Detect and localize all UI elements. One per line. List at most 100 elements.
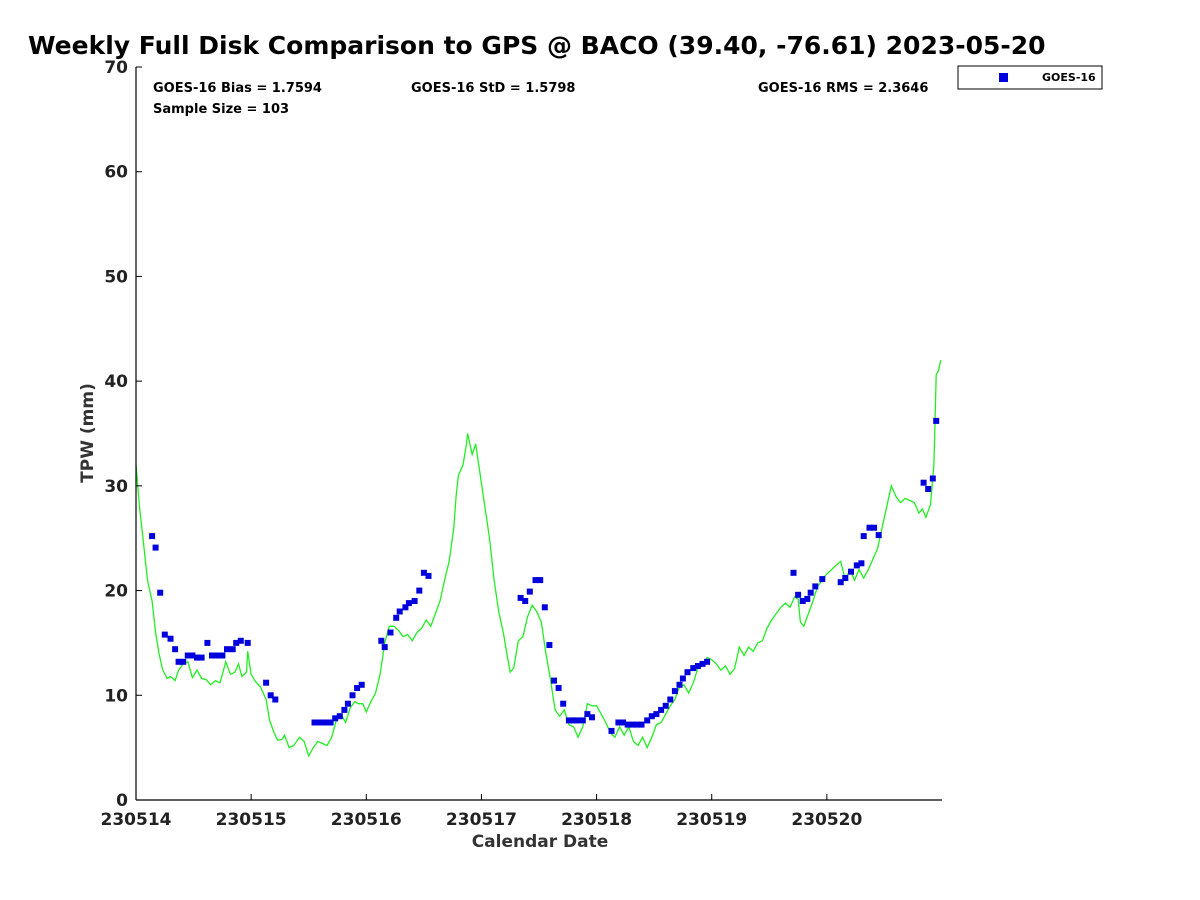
chart-title: Weekly Full Disk Comparison to GPS @ BAC…: [28, 31, 1046, 60]
goes16-data-point: [699, 660, 706, 667]
y-tick-label: 20: [104, 582, 128, 602]
goes16-data-point: [517, 594, 524, 601]
goes16-data-point: [319, 719, 326, 726]
goes16-data-point: [551, 677, 557, 684]
goes16-data-point: [354, 685, 361, 691]
goes16-data-point: [842, 575, 849, 581]
plot-area: 0 10 20 30 40 50 60 70 230514 230515 230516 230517…: [101, 58, 942, 830]
goes16-data-point: [327, 719, 334, 726]
x-tick-label: 230519: [676, 810, 747, 830]
goes16-data-point: [233, 639, 240, 646]
goes16-data-point: [866, 524, 873, 531]
y-axis-ticks: 0 10 20 30 40 50 60 70: [104, 58, 142, 811]
goes16-data-point: [653, 711, 660, 718]
goes16-data-point: [925, 486, 932, 492]
goes16-data-point: [323, 719, 329, 726]
goes16-data-point: [411, 598, 418, 604]
x-tick-label: 230516: [331, 810, 402, 830]
goes16-data-point: [349, 692, 356, 699]
x-axis-title: Calendar Date: [472, 832, 609, 852]
goes16-data-point: [648, 713, 655, 720]
goes16-data-point: [237, 637, 244, 644]
goes16-data-point: [172, 646, 179, 653]
y-tick-label: 70: [104, 58, 128, 78]
goes16-data-point: [381, 644, 388, 651]
y-tick-label: 40: [104, 372, 128, 392]
y-axis-title: TPW (mm): [78, 383, 98, 483]
goes16-data-point: [522, 598, 529, 604]
goes16-data-point: [589, 714, 595, 721]
goes16-data-point: [378, 637, 385, 644]
y-tick-label: 10: [104, 686, 128, 706]
goes16-data-point: [341, 706, 348, 713]
plot-background: [136, 67, 942, 800]
goes16-data-point: [149, 533, 156, 540]
goes16-data-point: [676, 681, 683, 688]
legend-box: [957, 65, 1103, 90]
goes16-data-point: [804, 595, 811, 602]
goes16-data-point: [393, 614, 400, 621]
goes16-data-point: [920, 479, 927, 486]
y-tick-label: 0: [116, 791, 128, 811]
goes16-data-point: [819, 576, 826, 583]
goes16-data-point: [263, 679, 270, 686]
goes16-data-point: [629, 721, 636, 728]
goes16-data-point: [860, 533, 867, 540]
goes16-data-point: [574, 717, 580, 724]
goes16-data-point: [644, 717, 651, 724]
goes16-data-point: [267, 692, 274, 699]
goes16-data-point: [671, 688, 678, 695]
goes16-data-point: [244, 639, 251, 646]
goes16-data-point: [684, 669, 691, 676]
goes16-data-point: [690, 665, 697, 672]
goes16-data-point: [396, 608, 403, 615]
goes16-data-point: [161, 631, 168, 638]
goes16-data-point: [416, 587, 423, 594]
goes16-data-point: [704, 658, 711, 665]
goes16-data-point: [790, 569, 797, 576]
goes16-data-point: [332, 715, 339, 722]
stat-std: GOES-16 StD = 1.5798: [411, 81, 575, 96]
goes16-data-point: [837, 579, 844, 586]
goes16-data-point: [420, 569, 427, 576]
goes16-data-point: [807, 589, 814, 596]
legend-goes16-label: GOES-16: [1042, 71, 1096, 84]
goes16-data-point: [532, 577, 539, 584]
x-axis-ticks: 230514 230515 230516 230517 230518 230519 2305…: [101, 794, 863, 830]
stat-bias: GOES-16 Bias = 1.7594: [153, 81, 322, 96]
goes16-data-point: [311, 719, 318, 726]
goes16-data-point: [204, 639, 211, 646]
goes16-data-point: [584, 711, 591, 718]
goes16-data-point: [209, 652, 215, 659]
goes16-data-point: [633, 721, 640, 728]
goes16-data-point: [219, 652, 226, 659]
goes16-data-point: [875, 532, 882, 539]
goes16-data-point: [658, 706, 665, 713]
goes16-data-point: [795, 591, 802, 598]
goes16-data-point: [184, 652, 191, 659]
x-tick-label: 230515: [216, 810, 287, 830]
x-tick-label: 230518: [561, 810, 632, 830]
goes16-data-point: [425, 572, 432, 579]
goes16-data-point: [570, 717, 577, 724]
goes16-data-point: [662, 702, 669, 709]
goes16-data-point: [387, 629, 394, 636]
goes16-data-point: [694, 663, 701, 669]
y-tick-label: 30: [104, 477, 128, 497]
goes16-data-point: [167, 635, 174, 642]
goes16-points-layer: [149, 417, 940, 734]
goes16-data-point: [853, 562, 860, 569]
goes16-data-point: [405, 600, 412, 607]
goes16-data-point: [579, 717, 586, 724]
goes16-data-point: [933, 417, 940, 424]
goes16-data-point: [180, 658, 187, 665]
goes16-data-point: [152, 544, 159, 551]
goes16-data-point: [565, 717, 572, 724]
goes16-data-point: [314, 719, 321, 726]
goes16-data-point: [541, 604, 548, 611]
goes16-data-point: [624, 721, 631, 728]
goes16-data-point: [175, 658, 182, 665]
goes16-data-point: [272, 696, 279, 703]
goes16-data-point: [194, 654, 200, 661]
